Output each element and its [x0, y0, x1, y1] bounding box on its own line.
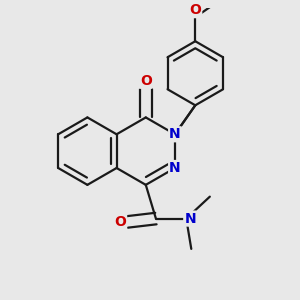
Text: N: N — [169, 161, 181, 175]
Text: N: N — [184, 212, 196, 226]
Text: O: O — [189, 3, 201, 17]
Text: N: N — [169, 127, 181, 141]
Text: O: O — [140, 74, 152, 88]
Text: O: O — [114, 215, 126, 229]
